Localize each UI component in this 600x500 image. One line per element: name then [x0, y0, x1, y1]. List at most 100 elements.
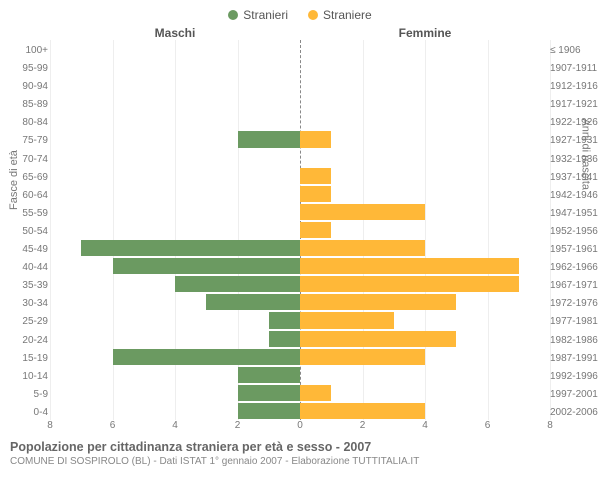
legend-label-female: Straniere — [323, 8, 372, 22]
caption-subtitle: COMUNE DI SOSPIROLO (BL) - Dati ISTAT 1°… — [10, 456, 590, 467]
header-male: Maschi — [0, 26, 300, 40]
birth-label: 1977-1981 — [550, 313, 600, 330]
bar-row — [50, 94, 550, 112]
age-label: 85-89 — [3, 96, 48, 113]
age-label: 20-24 — [3, 332, 48, 349]
bar-female — [300, 131, 331, 147]
bar-male — [206, 294, 300, 310]
age-label: 90-94 — [3, 78, 48, 95]
x-tick: 6 — [485, 420, 491, 431]
age-label: 60-64 — [3, 187, 48, 204]
bar-female — [300, 403, 425, 419]
age-label: 100+ — [3, 42, 48, 59]
bar-female — [300, 222, 331, 238]
bar-female — [300, 349, 425, 365]
bar-male — [238, 367, 301, 383]
birth-label: 1997-2001 — [550, 386, 600, 403]
age-label: 80-84 — [3, 114, 48, 131]
birth-label: 2002-2006 — [550, 404, 600, 421]
birth-label: 1952-1956 — [550, 223, 600, 240]
bar-female — [300, 204, 425, 220]
x-tick: 2 — [360, 420, 366, 431]
legend-dot-male — [228, 10, 238, 20]
birth-label: 1937-1941 — [550, 169, 600, 186]
bar-row — [50, 76, 550, 94]
bar-female — [300, 168, 331, 184]
age-label: 15-19 — [3, 350, 48, 367]
bar-row — [50, 167, 550, 185]
x-tick: 4 — [172, 420, 178, 431]
birth-label: 1967-1971 — [550, 277, 600, 294]
bar-row — [50, 384, 550, 402]
legend-label-male: Stranieri — [243, 8, 288, 22]
bar-female — [300, 240, 425, 256]
age-label: 95-99 — [3, 60, 48, 77]
age-label: 25-29 — [3, 313, 48, 330]
birth-label: 1912-1916 — [550, 78, 600, 95]
legend-dot-female — [308, 10, 318, 20]
birth-label: 1962-1966 — [550, 259, 600, 276]
birth-label: 1992-1996 — [550, 368, 600, 385]
bar-row — [50, 257, 550, 275]
age-label: 75-79 — [3, 132, 48, 149]
bar-row — [50, 293, 550, 311]
bar-female — [300, 331, 456, 347]
legend-item-male: Stranieri — [228, 8, 288, 22]
column-headers: Maschi Femmine — [0, 26, 600, 40]
age-label: 45-49 — [3, 241, 48, 258]
age-label: 35-39 — [3, 277, 48, 294]
birth-label: 1922-1926 — [550, 114, 600, 131]
age-label: 30-34 — [3, 295, 48, 312]
bar-row — [50, 366, 550, 384]
x-axis-ticks: 8 6 4 2 0 2 4 6 8 — [50, 420, 550, 434]
bar-female — [300, 276, 519, 292]
bar-row — [50, 221, 550, 239]
bar-row — [50, 203, 550, 221]
bar-row — [50, 348, 550, 366]
age-label: 65-69 — [3, 169, 48, 186]
age-label: 10-14 — [3, 368, 48, 385]
birth-label: 1957-1961 — [550, 241, 600, 258]
birth-label: 1987-1991 — [550, 350, 600, 367]
birth-label: 1907-1911 — [550, 60, 600, 77]
bar-male — [113, 258, 301, 274]
bar-row — [50, 58, 550, 76]
x-tick: 2 — [235, 420, 241, 431]
age-label: 5-9 — [3, 386, 48, 403]
birth-label: 1927-1931 — [550, 132, 600, 149]
header-female: Femmine — [300, 26, 600, 40]
chart-area — [50, 40, 550, 420]
x-tick: 4 — [422, 420, 428, 431]
birth-label: 1982-1986 — [550, 332, 600, 349]
bar-male — [238, 131, 301, 147]
bar-row — [50, 311, 550, 329]
bar-row — [50, 402, 550, 420]
age-label: 0-4 — [3, 404, 48, 421]
x-tick: 8 — [547, 420, 553, 431]
birth-label: 1972-1976 — [550, 295, 600, 312]
age-label: 50-54 — [3, 223, 48, 240]
caption-title: Popolazione per cittadinanza straniera p… — [10, 440, 590, 454]
birth-label: 1917-1921 — [550, 96, 600, 113]
bar-male — [175, 276, 300, 292]
x-tick: 0 — [297, 420, 303, 431]
bar-row — [50, 275, 550, 293]
bar-row — [50, 130, 550, 148]
bar-male — [269, 312, 300, 328]
bar-female — [300, 258, 519, 274]
birth-label: ≤ 1906 — [550, 42, 600, 59]
bar-male — [113, 349, 301, 365]
x-tick: 8 — [47, 420, 53, 431]
legend-item-female: Straniere — [308, 8, 372, 22]
bar-row — [50, 149, 550, 167]
bar-female — [300, 186, 331, 202]
bar-female — [300, 385, 331, 401]
bar-row — [50, 185, 550, 203]
bar-male — [238, 385, 301, 401]
age-label: 40-44 — [3, 259, 48, 276]
legend: Stranieri Straniere — [0, 0, 600, 22]
age-label: 55-59 — [3, 205, 48, 222]
x-tick: 6 — [110, 420, 116, 431]
bar-row — [50, 40, 550, 58]
birth-label: 1932-1936 — [550, 151, 600, 168]
